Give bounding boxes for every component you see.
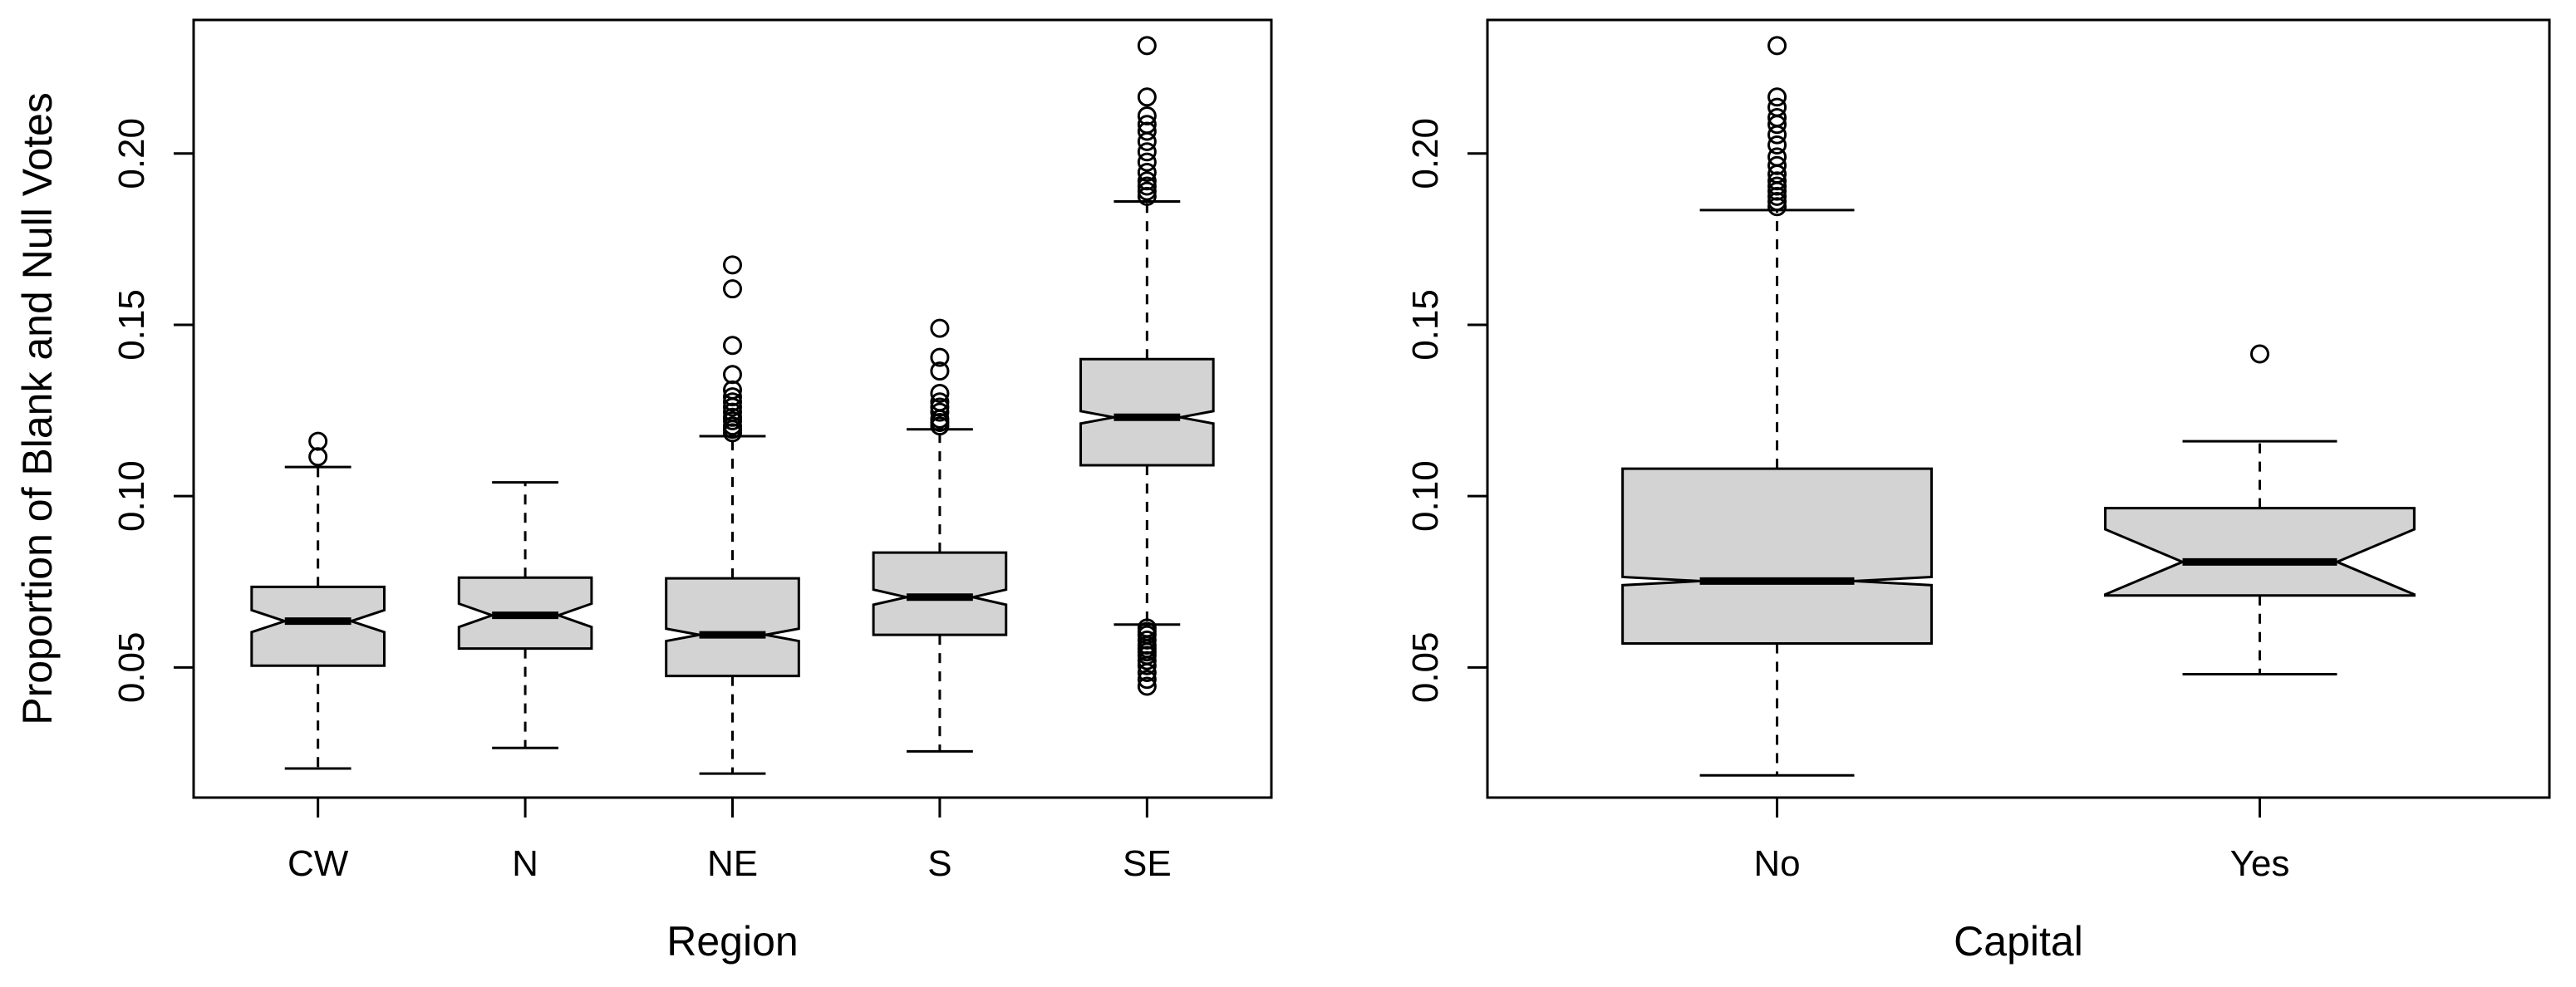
region-boxplot-panel: 0.05 0.10 0.15 0.20 CW N NE S SE Region Proportion… (14, 18, 1273, 965)
y-tick-label: 0.10 (1405, 460, 1446, 532)
outlier-point (930, 383, 950, 403)
outlier-point (1137, 115, 1157, 135)
y-tick-label: 0.20 (1405, 118, 1446, 189)
outlier-point (1137, 142, 1157, 162)
outlier-point (1767, 97, 1787, 117)
outlier-point (723, 336, 742, 356)
outlier-point (723, 365, 742, 385)
outlier-point (308, 447, 328, 467)
box-s (872, 318, 1008, 753)
y-tick-label: 0.05 (111, 631, 152, 703)
x-tick-label: Yes (2230, 843, 2290, 884)
outlier-point (1137, 162, 1157, 182)
x-axis-label: Region (666, 918, 798, 965)
outlier-point (1767, 135, 1787, 155)
outlier-point (930, 347, 950, 367)
notched-box (665, 577, 800, 678)
y-tick-label: 0.20 (111, 118, 152, 189)
notched-box (2104, 507, 2416, 597)
x-tick-label: S (927, 843, 951, 884)
outlier-point (1137, 676, 1157, 696)
y-tick-label: 0.05 (1405, 631, 1446, 703)
x-tick-label: SE (1123, 843, 1172, 884)
outlier-point (930, 318, 950, 338)
notched-box (1079, 357, 1215, 467)
outlier-point (1767, 87, 1787, 107)
outlier-point (930, 392, 950, 412)
outlier-point (1137, 171, 1157, 191)
outlier-point (930, 402, 950, 422)
outlier-point (1137, 106, 1157, 125)
outlier-point (1137, 152, 1157, 172)
box-yes (2104, 344, 2416, 676)
outlier-point (2249, 344, 2269, 364)
outlier-point (723, 387, 742, 407)
outlier-point (1767, 176, 1787, 196)
outlier-point (1137, 670, 1157, 690)
outlier-point (1137, 176, 1157, 196)
outlier-point (723, 255, 742, 275)
box-cw (250, 431, 386, 770)
y-tick-label: 0.15 (1405, 289, 1446, 361)
x-tick-label: NE (707, 843, 758, 884)
outlier-point (930, 397, 950, 417)
x-tick-label: No (1753, 843, 1800, 884)
outlier-point (1137, 630, 1157, 650)
x-axis-label: Capital (1954, 918, 2083, 965)
plot-frame (1486, 18, 2551, 799)
x-tick-label: CW (288, 843, 349, 884)
outlier-point (723, 392, 742, 412)
outlier-point (1767, 108, 1787, 128)
y-axis-label: Proportion of Blank and Null Votes (14, 92, 61, 725)
box-no (1621, 36, 1933, 777)
x-tick-label: N (512, 843, 538, 884)
outlier-point (723, 279, 742, 299)
outlier-point (1767, 147, 1787, 167)
outlier-point (1137, 618, 1157, 638)
notched-box (1621, 467, 1933, 645)
capital-boxplot-panel: 0.05 0.10 0.15 0.20 No Yes Capital (1405, 18, 2551, 965)
outlier-point (1767, 155, 1787, 175)
box-n (457, 481, 593, 749)
y-tick-label: 0.15 (111, 289, 152, 361)
outlier-point (308, 431, 328, 451)
outlier-point (1137, 36, 1157, 56)
outlier-point (723, 416, 742, 436)
outlier-point (1767, 36, 1787, 56)
box-se (1079, 36, 1215, 696)
outlier-point (1137, 87, 1157, 107)
outlier-point (1137, 181, 1157, 201)
notched-box (250, 585, 386, 667)
box-ne (665, 255, 800, 775)
y-tick-label: 0.10 (111, 460, 152, 532)
outlier-point (930, 361, 950, 381)
